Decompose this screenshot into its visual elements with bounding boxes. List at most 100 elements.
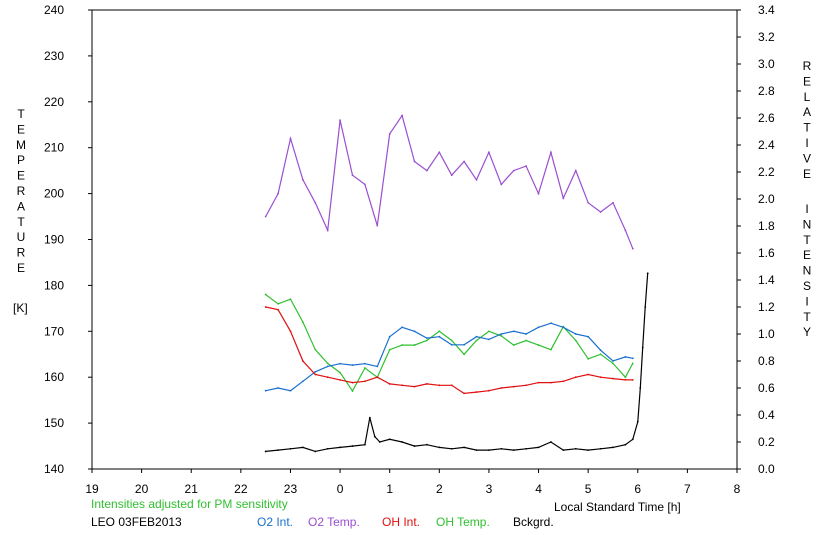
series-o2-int-line (265, 322, 633, 392)
series-bckgrd-line (265, 273, 649, 453)
right-tick-label: 3.4 (758, 3, 775, 17)
x-tick-label: 20 (135, 482, 149, 496)
series-bckgrd-point (339, 446, 341, 449)
series-o2-int-point (475, 335, 478, 338)
series-bckgrd-point (587, 449, 590, 451)
x-axis-ticks: 19 20 21 22 23 0 1 2 3 4 5 6 7 8 (85, 469, 741, 496)
series-oh-int-point (289, 330, 292, 333)
series-o2-int-point (500, 333, 503, 335)
series-oh-int-point (599, 376, 602, 379)
series-oh-int-point (301, 360, 304, 362)
series-o2-int-point (339, 362, 341, 365)
series-bckgrd-point (438, 446, 441, 449)
left-tick-label: 200 (44, 187, 64, 201)
series-o2-int-point (401, 326, 403, 329)
series-oh-int-point (401, 384, 403, 387)
left-label-letter: M (16, 138, 26, 152)
series-bckgrd-point (612, 446, 614, 449)
left-axis-unit: [K] (13, 301, 28, 315)
series-o2-temp-point (289, 137, 292, 140)
left-label-letter: R (17, 184, 26, 198)
right-label-letter: R (803, 59, 812, 73)
legend-oh-int: OH Int. (382, 515, 421, 529)
series-oh-int-point (512, 385, 515, 388)
series-oh-int-point (388, 383, 391, 385)
series-o2-temp-point (388, 133, 391, 135)
series-oh-temp-point (500, 334, 503, 337)
series-o2-int-point (314, 370, 317, 373)
right-label-letter: N (803, 217, 812, 231)
right-tick-label: 1.6 (758, 246, 775, 260)
right-label-letter: T (803, 310, 811, 324)
series-o2-temp-line (265, 114, 634, 249)
series-oh-int-point (351, 381, 354, 384)
series-oh-int-point (631, 379, 634, 381)
series-o2-int-point (289, 389, 292, 392)
series-oh-temp-point (388, 348, 391, 351)
right-label-letter: N (803, 264, 812, 278)
right-label-letter: L (804, 90, 811, 104)
series-oh-temp-point (574, 339, 577, 342)
series-oh-temp-point (550, 348, 552, 351)
x-axis-label: Local Standard Time [h] (554, 500, 681, 514)
series-bckgrd-point (378, 441, 381, 443)
series-layer (264, 114, 649, 453)
series-bckgrd-point (463, 446, 466, 449)
left-tick-label: 170 (44, 324, 64, 338)
sensitivity-note: Intensities adjusted for PM sensitivity (91, 497, 288, 511)
x-tick-label: 8 (734, 482, 741, 496)
series-o2-int-point (363, 362, 366, 365)
series-oh-int-point (587, 373, 590, 376)
right-tick-label: 0.2 (758, 435, 775, 449)
series-oh-temp-point (463, 353, 466, 356)
series-o2-int-point (301, 380, 304, 383)
series-o2-temp-point (264, 215, 267, 218)
series-oh-int-point (376, 376, 379, 379)
series-bckgrd-point (277, 449, 279, 451)
series-oh-int-point (426, 383, 428, 385)
left-label-letter: T (17, 215, 25, 229)
series-oh-temp-point (301, 321, 304, 324)
legend-o2-int: O2 Int. (257, 515, 294, 529)
series-o2-temp-point (562, 197, 565, 200)
series-oh-int-point (624, 379, 627, 381)
left-axis-ticks: 140 150 160 170 180 190 200 210 220 230 240 (44, 3, 92, 476)
left-label-letter: T (17, 107, 25, 121)
series-o2-temp-point (301, 178, 304, 181)
series-o2-temp-point (631, 247, 634, 250)
right-tick-label: 1.0 (758, 327, 775, 341)
series-oh-int-point (612, 377, 614, 380)
series-bckgrd-point (639, 387, 642, 389)
x-tick-label: 7 (684, 482, 691, 496)
series-o2-int-point (388, 335, 391, 338)
series-bckgrd-point (373, 435, 376, 438)
left-tick-label: 220 (44, 95, 64, 109)
series-oh-temp-point (314, 348, 317, 351)
x-tick-label: 0 (337, 482, 344, 496)
series-o2-int-point (562, 326, 565, 329)
series-bckgrd-point (631, 438, 634, 441)
series-o2-int-point (277, 387, 279, 389)
series-oh-int-point (339, 379, 341, 381)
series-o2-int-point (351, 364, 354, 366)
series-o2-int-point (574, 333, 577, 335)
series-bckgrd-point (550, 441, 552, 443)
series-o2-int-point (463, 343, 466, 346)
series-o2-temp-point (413, 160, 416, 163)
series-oh-temp-point (450, 339, 453, 342)
legend-oh-temp: OH Temp. (436, 515, 490, 529)
right-tick-label: 1.2 (758, 300, 775, 314)
station-date-label: LEO 03FEB2013 (91, 515, 182, 529)
series-oh-temp-point (512, 344, 515, 346)
series-o2-int-point (438, 335, 441, 338)
series-o2-temp-point (426, 169, 428, 172)
right-tick-label: 3.2 (758, 30, 775, 44)
series-oh-temp-point (264, 293, 267, 296)
series-oh-int-point (537, 381, 540, 384)
series-oh-int-point (264, 306, 267, 308)
series-oh-temp-point (413, 344, 416, 346)
right-tick-label: 1.8 (758, 219, 775, 233)
